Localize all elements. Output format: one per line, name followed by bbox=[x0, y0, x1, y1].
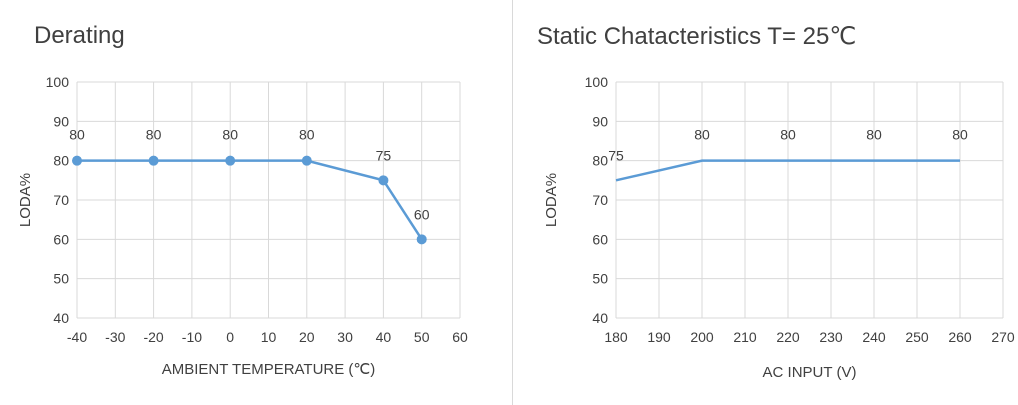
y-tick-label: 60 bbox=[592, 231, 608, 247]
data-label: 75 bbox=[608, 147, 624, 163]
x-tick-label: 240 bbox=[862, 329, 886, 345]
x-tick-label: -30 bbox=[105, 329, 125, 345]
derating-chart-panel: Derating -40 -30 -20 -10 0 10 20 30 40 50 60 40 50 60… bbox=[17, 0, 513, 405]
x-tick-label: 50 bbox=[414, 329, 430, 345]
y-axis-title: LODA% bbox=[543, 173, 560, 227]
y-tick-label: 40 bbox=[592, 310, 608, 326]
series-line bbox=[615, 159, 960, 182]
y-tick-label: 50 bbox=[53, 271, 69, 287]
x-tick-label: 210 bbox=[733, 329, 757, 345]
y-tick-label: 80 bbox=[53, 153, 69, 169]
x-axis-title: AC INPUT (V) bbox=[763, 364, 857, 381]
x-tick-label: 0 bbox=[226, 329, 234, 345]
data-point bbox=[378, 175, 389, 186]
x-tick-label: 180 bbox=[604, 329, 628, 345]
x-tick-label: 200 bbox=[690, 329, 714, 345]
series-line bbox=[77, 159, 423, 241]
y-tick-label: 90 bbox=[592, 113, 608, 129]
static-characteristics-chart: 180 190 200 210 220 230 240 250 260 270 40 50 60 70 80… bbox=[543, 74, 1015, 381]
x-tick-label: 20 bbox=[299, 329, 315, 345]
x-tick-label: 40 bbox=[376, 329, 392, 345]
x-tick-label: 10 bbox=[261, 329, 277, 345]
x-tick-label: 260 bbox=[948, 329, 972, 345]
x-axis-title: AMBIENT TEMPERATURE (℃) bbox=[162, 361, 376, 378]
x-tick-label: -40 bbox=[67, 329, 87, 345]
y-tick-label: 90 bbox=[53, 113, 69, 129]
data-point bbox=[148, 155, 159, 166]
y-tick-label: 70 bbox=[53, 192, 69, 208]
data-label: 80 bbox=[780, 127, 796, 143]
data-label: 80 bbox=[146, 127, 162, 143]
y-tick-label: 100 bbox=[585, 74, 609, 90]
data-label: 75 bbox=[376, 147, 392, 163]
chart-title: Derating bbox=[34, 22, 125, 49]
data-label: 80 bbox=[69, 127, 85, 143]
data-label: 80 bbox=[222, 127, 238, 143]
y-tick-label: 80 bbox=[592, 153, 608, 169]
x-tick-label: -20 bbox=[143, 329, 163, 345]
data-point bbox=[72, 155, 82, 166]
chart-title: Static Chatacteristics T= 25℃ bbox=[537, 23, 857, 50]
y-tick-label: 40 bbox=[53, 310, 69, 326]
x-tick-label: 220 bbox=[776, 329, 800, 345]
data-label: 60 bbox=[414, 206, 430, 222]
x-tick-label: 250 bbox=[905, 329, 929, 345]
data-label: 80 bbox=[694, 127, 710, 143]
x-tick-label: -10 bbox=[182, 329, 202, 345]
x-tick-label: 30 bbox=[337, 329, 353, 345]
x-tick-label: 60 bbox=[452, 329, 468, 345]
data-point bbox=[225, 155, 236, 166]
x-tick-label: 270 bbox=[991, 329, 1015, 345]
x-tick-label: 190 bbox=[647, 329, 671, 345]
data-label: 80 bbox=[866, 127, 882, 143]
y-tick-label: 60 bbox=[53, 231, 69, 247]
static-characteristics-chart-panel: Static Chatacteristics T= 25℃ 180 190 200 2… bbox=[513, 0, 1018, 405]
y-tick-label: 70 bbox=[592, 192, 608, 208]
y-axis-title: LODA% bbox=[17, 173, 34, 227]
data-point bbox=[301, 155, 312, 166]
y-tick-label: 50 bbox=[592, 271, 608, 287]
data-label: 80 bbox=[299, 127, 315, 143]
data-point bbox=[416, 234, 427, 245]
data-label: 80 bbox=[952, 127, 968, 143]
y-tick-label: 100 bbox=[46, 74, 70, 90]
x-tick-label: 230 bbox=[819, 329, 843, 345]
derating-chart: -40 -30 -20 -10 0 10 20 30 40 50 60405060708090100… bbox=[17, 74, 468, 378]
